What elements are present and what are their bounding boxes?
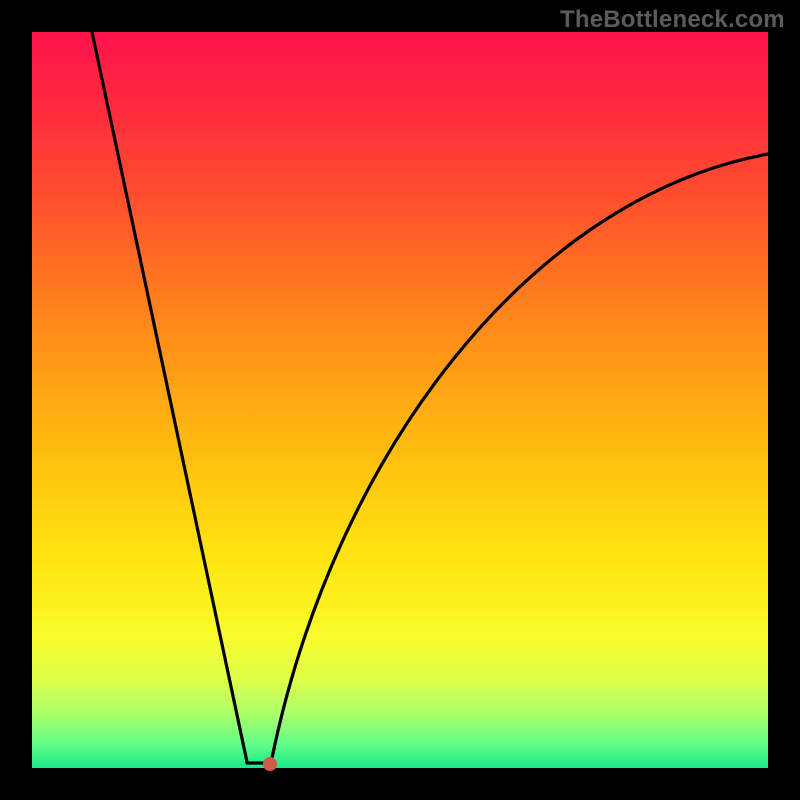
bottleneck-curve [32, 32, 768, 768]
heat-gradient-background [32, 32, 768, 768]
chart-plot-area [32, 32, 768, 768]
watermark-text: TheBottleneck.com [560, 6, 785, 34]
optimum-marker-dot [263, 757, 277, 771]
